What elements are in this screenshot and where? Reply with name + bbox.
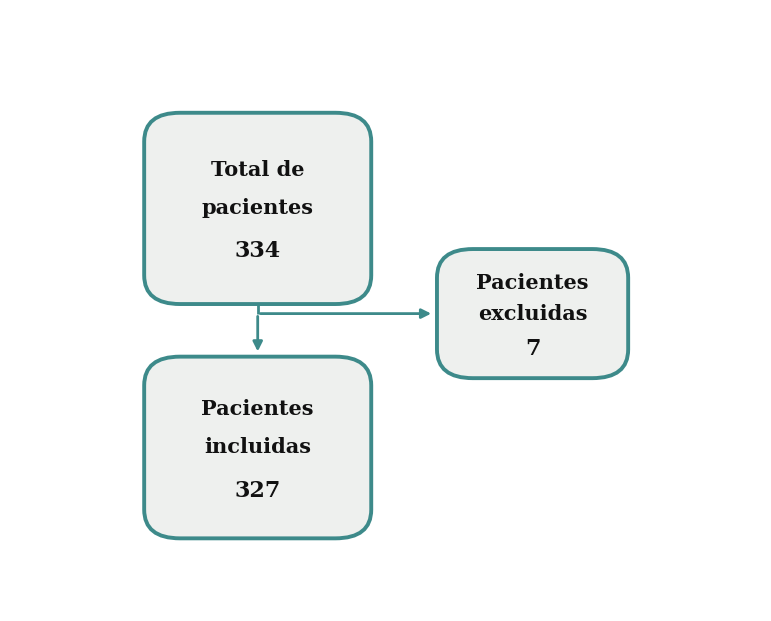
Text: excluidas: excluidas: [478, 304, 588, 324]
Text: incluidas: incluidas: [204, 437, 311, 458]
Text: 327: 327: [234, 479, 281, 502]
Text: 7: 7: [525, 338, 540, 360]
FancyBboxPatch shape: [437, 249, 628, 378]
Text: 334: 334: [234, 240, 281, 263]
Text: Total de: Total de: [211, 160, 305, 180]
Text: Pacientes: Pacientes: [201, 399, 314, 419]
Text: pacientes: pacientes: [202, 198, 314, 219]
FancyBboxPatch shape: [144, 356, 371, 538]
FancyBboxPatch shape: [144, 113, 371, 304]
Text: Pacientes: Pacientes: [476, 273, 589, 292]
